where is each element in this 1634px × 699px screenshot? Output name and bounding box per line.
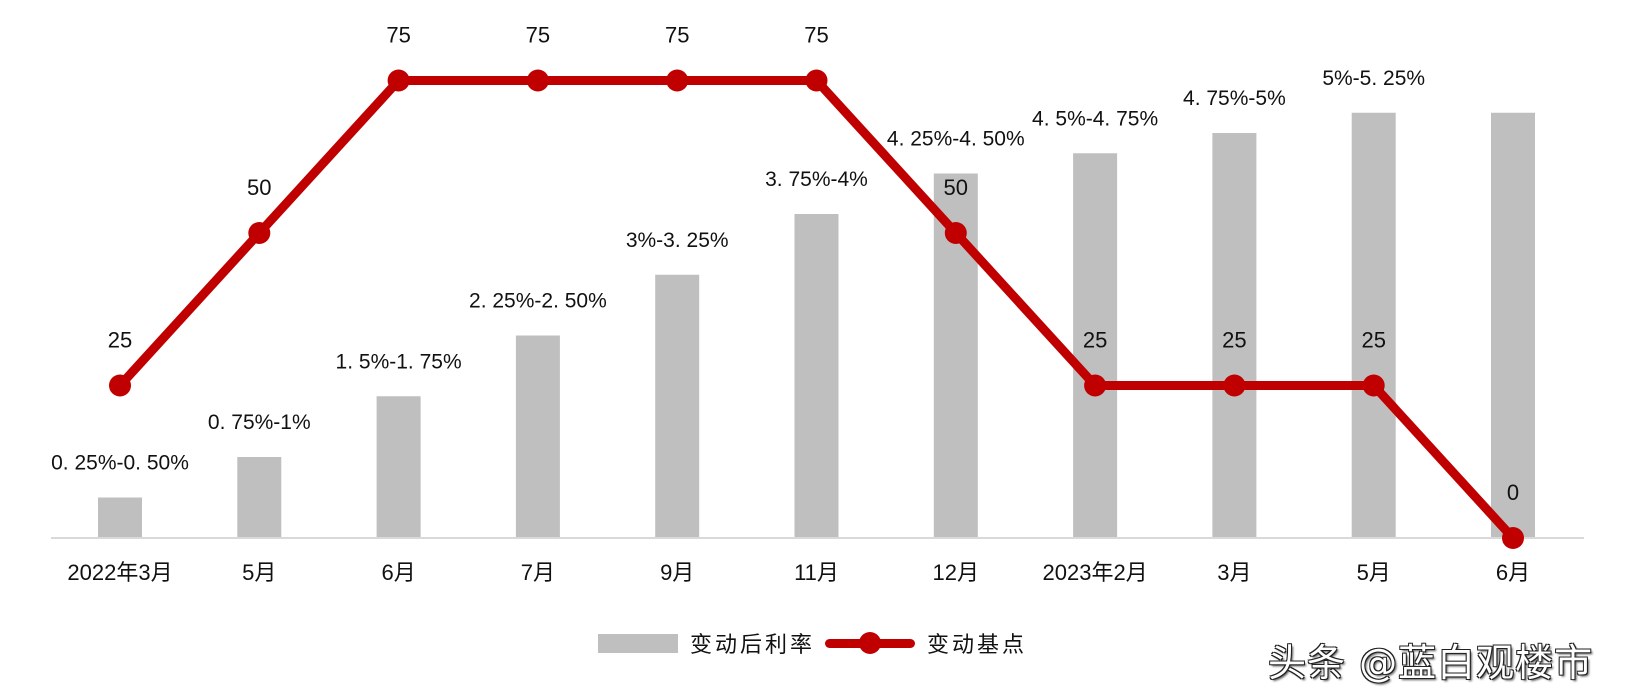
bar-value-label: 3. 75%-4% xyxy=(765,168,868,191)
bar xyxy=(1491,112,1535,538)
legend-bar-swatch xyxy=(598,633,678,653)
line-value-label: 0 xyxy=(1507,480,1519,505)
line-value-label: 75 xyxy=(386,23,410,48)
bar xyxy=(655,274,700,538)
bar-value-label: 4. 25%-4. 50% xyxy=(887,128,1025,151)
line-marker xyxy=(387,69,410,92)
bar-value-label: 5%-5. 25% xyxy=(1322,67,1425,90)
bar-value-label: 1. 5%-1. 75% xyxy=(336,350,462,373)
legend-bar-label: 变动后利率 xyxy=(690,633,816,658)
line-marker xyxy=(109,374,131,397)
bar-value-label: 0. 25%-0. 50% xyxy=(51,452,189,475)
bar-value-label: 4. 5%-4. 75% xyxy=(1032,107,1158,130)
bar xyxy=(1212,133,1257,538)
x-tick-label: 3月 xyxy=(1217,560,1251,585)
line-value-label: 75 xyxy=(526,23,550,48)
line-value-label: 25 xyxy=(1083,328,1107,353)
line-value-label: 25 xyxy=(1361,328,1385,353)
legend-line-label: 变动基点 xyxy=(927,633,1028,658)
line-value-label: 25 xyxy=(108,328,132,353)
bar xyxy=(237,457,282,538)
line-marker xyxy=(1084,374,1107,397)
bar xyxy=(515,335,560,538)
line-value-label: 50 xyxy=(944,175,968,200)
line-value-label: 50 xyxy=(247,175,271,200)
legend-line-swatch-icon xyxy=(825,632,916,654)
line-marker xyxy=(944,222,967,244)
line-marker xyxy=(805,69,828,92)
line-marker xyxy=(1362,374,1385,397)
line-marker xyxy=(1223,374,1246,397)
line-series-basis-points xyxy=(109,69,1524,549)
x-tick-label: 2023年2月 xyxy=(1043,560,1148,585)
line-value-label: 75 xyxy=(804,23,828,48)
legend: 变动后利率 变动基点 xyxy=(598,626,1037,660)
x-tick-label: 5月 xyxy=(1357,560,1391,585)
x-tick-label: 5月 xyxy=(242,560,276,585)
x-tick-label: 6月 xyxy=(381,560,415,585)
bar-data-labels: 0. 25%-0. 50% 0. 75%-1% 1. 5%-1. 75% 2. 25%… xyxy=(51,67,1425,475)
x-tick-label: 6月 xyxy=(1496,560,1530,585)
line-value-label: 25 xyxy=(1222,328,1246,353)
bar-value-label: 4. 75%-5% xyxy=(1183,87,1286,110)
line-marker xyxy=(248,222,271,244)
line-value-label: 75 xyxy=(665,23,689,48)
bar-value-label: 3%-3. 25% xyxy=(626,229,729,252)
bar-series-rate xyxy=(98,112,1535,538)
x-tick-label: 2022年3月 xyxy=(67,560,172,585)
x-tick-label: 7月 xyxy=(521,560,555,585)
bar-value-label: 0. 75%-1% xyxy=(208,411,311,434)
line-marker xyxy=(526,69,549,92)
x-axis-labels: 2022年3月 5月 6月 7月 9月 11月 12月 2023年2月 3月 5月 6月 xyxy=(67,560,1530,585)
x-tick-label: 11月 xyxy=(794,560,839,585)
bar-value-label: 2. 25%-2. 50% xyxy=(469,290,607,313)
line-marker xyxy=(666,69,689,92)
line-marker xyxy=(1502,527,1524,549)
bar xyxy=(1073,153,1118,538)
watermark: 头条 @蓝白观楼市 xyxy=(1268,641,1594,685)
bar xyxy=(376,396,421,538)
line-data-labels: 25 50 75 75 75 75 50 25 25 25 0 xyxy=(108,23,1519,506)
x-tick-label: 12月 xyxy=(933,560,979,585)
bar xyxy=(794,214,839,538)
bar xyxy=(98,497,142,538)
x-tick-label: 9月 xyxy=(660,560,694,585)
bar xyxy=(1351,112,1396,538)
